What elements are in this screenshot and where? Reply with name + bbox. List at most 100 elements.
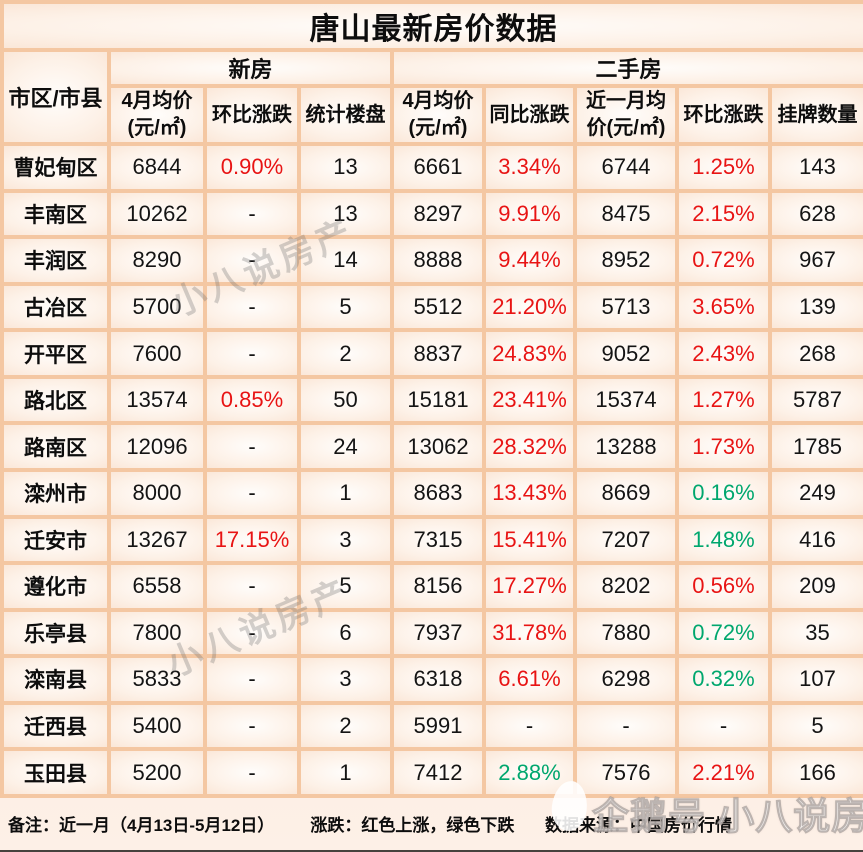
data-cell: 249	[768, 467, 863, 519]
title-row: 唐山最新房价数据	[0, 0, 863, 52]
data-cell: -	[203, 747, 301, 798]
table-row: 丰南区 10262-13 8297 9.91% 8475 2.15% 628	[0, 188, 863, 240]
table-row: 滦南县 5833-3 6318 6.61% 6298 0.32% 107	[0, 654, 863, 705]
data-cell: 0.90%	[203, 142, 301, 193]
region-cell: 丰润区	[0, 235, 111, 286]
column-header-listing-count: 挂牌数量	[768, 84, 863, 146]
data-cell: 8156	[390, 561, 486, 612]
footer-note: 备注：近一月（4月13日-5月12日）	[8, 816, 275, 835]
column-header-region: 市区/市县	[0, 48, 111, 146]
table-row: 古冶区 5700-5 5512 21.20% 5713 3.65% 139	[0, 281, 863, 333]
data-cell: 8888	[390, 235, 486, 286]
data-cell: 10262	[107, 188, 207, 240]
column-header-used-mom-change: 环比涨跌	[675, 84, 772, 146]
data-cell: 7315	[390, 514, 486, 566]
data-cell: 13	[297, 142, 394, 193]
data-cell: 107	[768, 654, 863, 705]
data-cell: -	[675, 700, 772, 752]
data-cell: -	[203, 654, 301, 705]
table-row: 滦州市 8000-1 8683 13.43% 8669 0.16% 249	[0, 467, 863, 519]
data-cell: 3	[297, 514, 394, 566]
data-cell: 5	[768, 700, 863, 752]
data-cell: 1.27%	[675, 374, 772, 426]
price-table: 唐山最新房价数据 市区/市县 新房 二手房 4月均价 (元/㎡) 环比涨跌 统计…	[0, 0, 863, 798]
data-cell: 6298	[573, 654, 679, 705]
data-cell: 14	[297, 235, 394, 286]
data-cell: 0.72%	[675, 235, 772, 286]
data-cell: 13	[297, 188, 394, 240]
region-cell: 玉田县	[0, 747, 111, 798]
data-cell: 6	[297, 607, 394, 659]
data-cell: 1	[297, 467, 394, 519]
table-row: 乐亭县 7800-6 7937 31.78% 7880 0.72% 35	[0, 607, 863, 659]
region-cell: 曹妃甸区	[0, 142, 111, 193]
data-cell: 7600	[107, 328, 207, 379]
data-cell: 5512	[390, 281, 486, 333]
data-cell: 9.44%	[482, 235, 577, 286]
data-cell: 13574	[107, 374, 207, 426]
region-cell: 丰南区	[0, 188, 111, 240]
bottom-edge-line	[0, 850, 863, 852]
data-cell: 8000	[107, 467, 207, 519]
data-cell: 7207	[573, 514, 679, 566]
data-cell: 5	[297, 561, 394, 612]
data-cell: -	[573, 700, 679, 752]
data-cell: 0.56%	[675, 561, 772, 612]
column-header-last-month-avg: 近一月均 价(元/㎡)	[573, 84, 679, 146]
region-cell: 乐亭县	[0, 607, 111, 659]
data-cell: 1.73%	[675, 421, 772, 472]
data-cell: -	[482, 700, 577, 752]
region-cell: 路北区	[0, 374, 111, 426]
data-cell: 15374	[573, 374, 679, 426]
data-cell: 2	[297, 328, 394, 379]
table-row: 遵化市 6558-5 8156 17.27% 8202 0.56% 209	[0, 561, 863, 612]
column-header-used-avg-price: 4月均价 (元/㎡)	[390, 84, 486, 146]
table-row: 迁安市 13267 17.15% 3 7315 15.41% 7207 1.48% 416	[0, 514, 863, 566]
data-cell: 143	[768, 142, 863, 193]
data-cell: 8669	[573, 467, 679, 519]
data-cell: 17.27%	[482, 561, 577, 612]
data-cell: 0.72%	[675, 607, 772, 659]
region-cell: 遵化市	[0, 561, 111, 612]
data-cell: 8952	[573, 235, 679, 286]
data-cell: 5400	[107, 700, 207, 752]
column-header-new-avg-price: 4月均价 (元/㎡)	[107, 84, 207, 146]
region-cell: 古冶区	[0, 281, 111, 333]
data-cell: -	[203, 607, 301, 659]
data-cell: 15.41%	[482, 514, 577, 566]
region-cell: 滦南县	[0, 654, 111, 705]
data-cell: 2	[297, 700, 394, 752]
data-cell: 8297	[390, 188, 486, 240]
footer-legend: 涨跌：红色上涨，绿色下跌	[310, 816, 515, 835]
data-cell: 8683	[390, 467, 486, 519]
data-cell: 1.48%	[675, 514, 772, 566]
group-header-row: 市区/市县 新房 二手房	[0, 48, 863, 146]
data-cell: 7880	[573, 607, 679, 659]
table-row: 曹妃甸区 6844 0.90% 13 6661 3.34% 6744 1.25% 143	[0, 142, 863, 193]
data-cell: 13062	[390, 421, 486, 472]
data-cell: 28.32%	[482, 421, 577, 472]
footer: 备注：近一月（4月13日-5月12日） 涨跌：红色上涨，绿色下跌 数据来源：中国…	[0, 797, 863, 850]
data-cell: 166	[768, 747, 863, 798]
data-cell: 0.32%	[675, 654, 772, 705]
data-cell: 23.41%	[482, 374, 577, 426]
data-cell: 6.61%	[482, 654, 577, 705]
data-cell: 8202	[573, 561, 679, 612]
data-cell: 8837	[390, 328, 486, 379]
table-row: 玉田县 5200-1 7412 2.88% 7576 2.21% 166	[0, 747, 863, 798]
data-cell: 35	[768, 607, 863, 659]
data-cell: 13288	[573, 421, 679, 472]
data-cell: 139	[768, 281, 863, 333]
data-cell: 2.15%	[675, 188, 772, 240]
data-cell: 5787	[768, 374, 863, 426]
data-cell: 7937	[390, 607, 486, 659]
data-cell: -	[203, 188, 301, 240]
data-cell: -	[203, 700, 301, 752]
data-cell: 2.43%	[675, 328, 772, 379]
data-cell: 1.25%	[675, 142, 772, 193]
data-cell: 7412	[390, 747, 486, 798]
data-cell: 2.88%	[482, 747, 577, 798]
column-header-listings-counted: 统计楼盘	[297, 84, 394, 146]
data-cell: 0.85%	[203, 374, 301, 426]
group-header-secondhand-homes: 二手房	[390, 48, 863, 88]
